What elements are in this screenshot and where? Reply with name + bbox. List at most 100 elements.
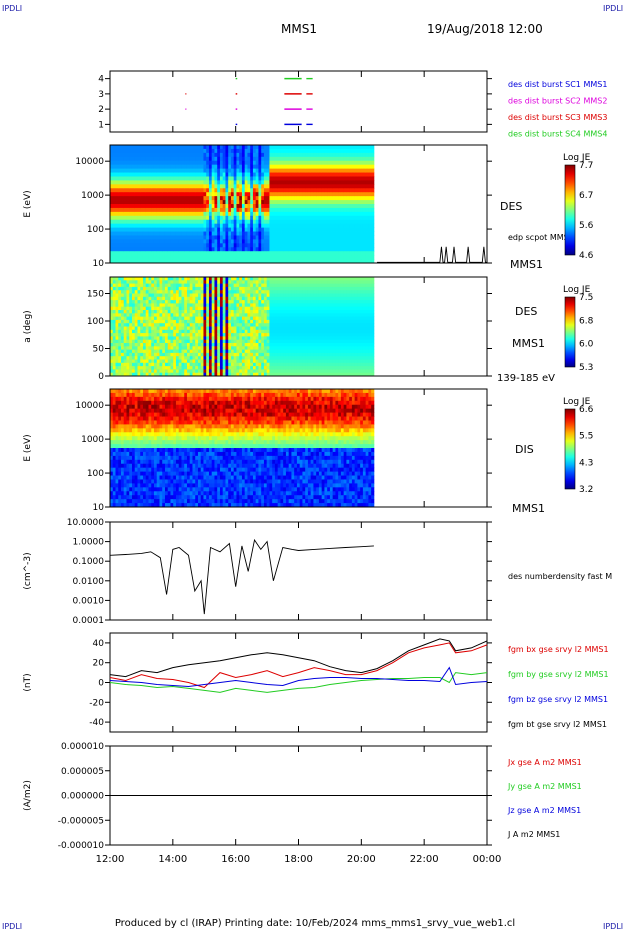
des-energy-cell [365,160,369,166]
des-pitch-cell [195,336,199,341]
des-pitch-cell [230,280,235,284]
des-pitch-cell [189,372,193,377]
des-energy-cell [181,192,185,197]
des-energy-cell [110,215,114,221]
des-energy-cell [195,148,199,154]
des-pitch-cell [140,280,144,284]
des-pitch-cell [228,280,232,284]
des-energy-cell [346,192,350,197]
des-energy-cell [280,259,284,264]
des-energy-cell [214,156,218,162]
des-energy-cell [236,219,240,225]
des-pitch-cell [118,346,122,350]
des-pitch-cell [241,303,246,308]
des-energy-cell [316,156,320,162]
des-pitch-cell [291,306,295,311]
des-pitch-cell [228,306,232,311]
des-pitch-cell [219,283,224,288]
des-pitch-cell [225,306,229,311]
des-energy-cell [351,180,356,185]
des-energy-cell [217,160,221,166]
des-pitch-cell [233,339,237,344]
des-energy-cell [351,188,356,193]
des-pitch-cell [112,283,116,288]
des-energy-cell [184,200,188,205]
des-energy-cell [228,192,232,197]
des-energy-cell [354,145,358,150]
des-energy-cell [233,255,237,260]
des-energy-cell [283,168,287,173]
des-pitch-cell [250,339,254,344]
des-pitch-cell [129,326,133,331]
des-pitch-cell [241,343,246,347]
des-pitch-cell [162,323,166,327]
des-pitch-cell [123,356,127,360]
des-energy-cell [195,243,199,248]
des-pitch-cell [266,339,270,344]
des-pitch-cell [214,336,218,341]
des-pitch-cell [121,359,125,364]
des-energy-cell [118,176,122,181]
des-energy-cell [197,259,202,264]
des-energy-cell [178,176,182,181]
des-pitch-cell [126,359,130,364]
des-pitch-cell [206,349,210,354]
des-pitch-cell [184,323,188,327]
des-energy-cell [327,247,331,252]
des-energy-cell [258,160,262,166]
des-pitch-cell [181,293,185,298]
des-pitch-cell [236,326,240,331]
des-pitch-cell [222,300,226,304]
des-pitch-cell [148,329,152,334]
des-pitch-cell [140,283,144,288]
des-pitch-cell [129,349,133,354]
des-pitch-cell [261,310,265,314]
des-pitch-cell [285,343,290,347]
des-energy-cell [178,184,182,189]
des-pitch-cell [211,290,215,294]
des-energy-cell [310,247,314,252]
des-pitch-cell [110,296,114,301]
des-energy-cell [173,231,177,236]
des-energy-cell [244,207,248,213]
des-pitch-cell [156,372,160,377]
des-energy-cell [250,247,254,252]
des-pitch-cell [263,283,268,288]
des-energy-cell [123,227,127,232]
des-pitch-cell [151,300,155,304]
des-energy-cell [316,239,320,244]
des-pitch-cell [137,283,141,288]
des-pitch-cell [151,352,155,357]
des-pitch-cell [244,333,248,337]
des-pitch-cell [250,303,254,308]
des-energy-cell [197,200,202,205]
des-energy-cell [288,247,292,252]
des-pitch-cell [173,359,177,364]
des-pitch-cell [263,336,268,341]
des-energy-cell [274,219,279,225]
des-energy-cell [241,160,246,166]
des-energy-cell [126,247,130,252]
des-energy-cell [110,239,114,244]
des-pitch-cell [288,310,292,314]
des-energy-cell [291,223,295,228]
des-energy-cell [307,156,312,162]
des-energy-cell [192,160,196,166]
des-energy-cell [368,180,372,185]
des-pitch-cell [230,359,235,364]
des-energy-cell [173,235,177,240]
des-energy-cell [316,164,320,169]
des-energy-cell [148,192,152,197]
des-pitch-cell [170,372,174,377]
des-energy-cell [134,160,138,166]
des-pitch-cell [151,372,155,377]
des-energy-cell [178,219,182,225]
des-energy-cell [288,145,292,150]
des-energy-cell [321,160,325,166]
des-energy-cell [272,259,276,264]
des-energy-cell [258,207,262,213]
des-energy-cell [142,184,147,189]
des-pitch-cell [200,369,204,374]
des-energy-cell [175,184,180,189]
des-energy-cell [247,259,251,264]
